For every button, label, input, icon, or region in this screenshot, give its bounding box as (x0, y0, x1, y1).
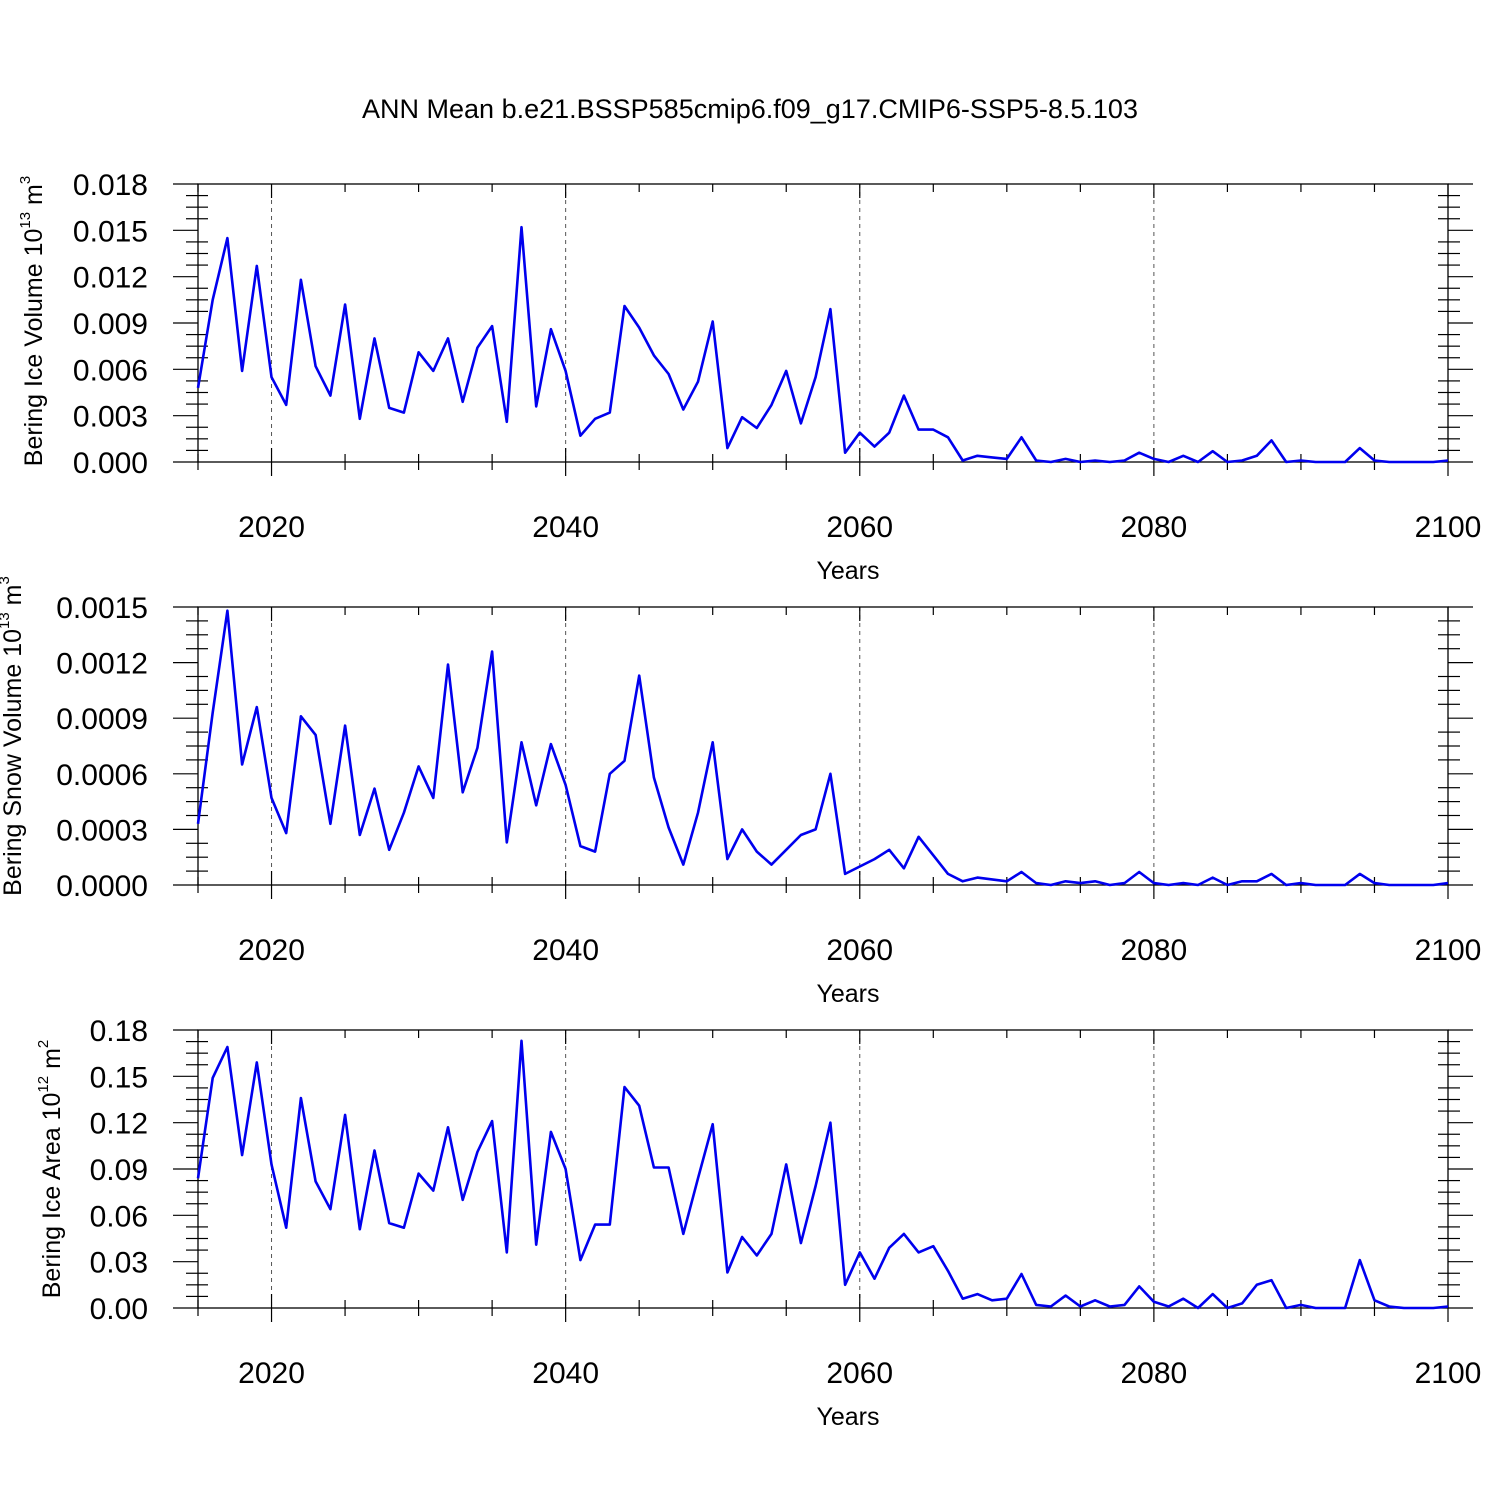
series-line (196, 1039, 1449, 1310)
x-tick-label: 2040 (532, 511, 599, 544)
x-tick-label: 2060 (826, 1357, 893, 1390)
y-tick-label: 0.00 (90, 1293, 148, 1326)
x-tick-label: 2100 (1415, 511, 1482, 544)
y-tick-label: 0.06 (90, 1200, 148, 1233)
y-axis-label: Bering Ice Volume 1013 m3 (17, 176, 48, 466)
x-tick-label: 2060 (826, 511, 893, 544)
x-tick-label: 2060 (826, 934, 893, 967)
x-tick-label: 2020 (238, 1357, 305, 1390)
x-axis-label: Years (816, 1403, 879, 1431)
plot-frame (197, 1029, 1449, 1309)
y-tick-label: 0.012 (73, 262, 148, 295)
y-tick-label: 0.03 (90, 1247, 148, 1280)
x-axis-label: Years (816, 980, 879, 1008)
x-axis-label: Years (816, 557, 879, 585)
panels: 2020 2040 2060 2080 2100 0.000 0.003 0.006 0.009… (0, 169, 1481, 1431)
plot-frame (197, 606, 1449, 886)
y-tick-label: 0.009 (73, 308, 148, 341)
panel-3: 2020 2040 2060 2080 2100 0.00 0.03 0.06 0.09 0.12… (35, 1015, 1481, 1431)
y-tick-label: 0.006 (73, 354, 148, 387)
y-tick-label: 0.12 (90, 1108, 148, 1141)
y-tick-label: 0.09 (90, 1154, 148, 1187)
y-axis-label: Bering Ice Area 1012 m2 (35, 1040, 66, 1299)
y-tick-label: 0.0012 (56, 648, 148, 681)
panel-1: 2020 2040 2060 2080 2100 0.000 0.003 0.006 0.009… (17, 169, 1481, 585)
y-tick-label: 0.018 (73, 169, 148, 202)
y-tick-label: 0.15 (90, 1061, 148, 1094)
y-axis-label: Bering Snow Volume 1013 m3 (0, 576, 27, 896)
x-tick-label: 2080 (1121, 934, 1188, 967)
y-tick-label: 0.0009 (56, 703, 148, 736)
x-tick-label: 2080 (1121, 1357, 1188, 1390)
chart-title: ANN Mean b.e21.BSSP585cmip6.f09_g17.CMIP… (362, 94, 1138, 124)
x-tick-label: 2040 (532, 1357, 599, 1390)
x-tick-label: 2100 (1415, 934, 1482, 967)
y-tick-label: 0.003 (73, 401, 148, 434)
y-tick-label: 0.000 (73, 447, 148, 480)
y-tick-label: 0.0000 (56, 870, 148, 903)
x-tick-label: 2080 (1121, 511, 1188, 544)
y-tick-label: 0.18 (90, 1015, 148, 1048)
x-tick-label: 2020 (238, 934, 305, 967)
x-tick-label: 2020 (238, 511, 305, 544)
panel-2: 2020 2040 2060 2080 2100 0.0000 0.0003 0.0006 0.… (0, 576, 1481, 1008)
y-tick-label: 0.0003 (56, 814, 148, 847)
y-tick-label: 0.015 (73, 215, 148, 248)
series-line (196, 225, 1449, 464)
x-tick-label: 2040 (532, 934, 599, 967)
y-tick-label: 0.0006 (56, 759, 148, 792)
plot-frame (197, 183, 1449, 463)
series-line (196, 609, 1449, 887)
y-tick-label: 0.0015 (56, 592, 148, 625)
x-tick-label: 2100 (1415, 1357, 1482, 1390)
